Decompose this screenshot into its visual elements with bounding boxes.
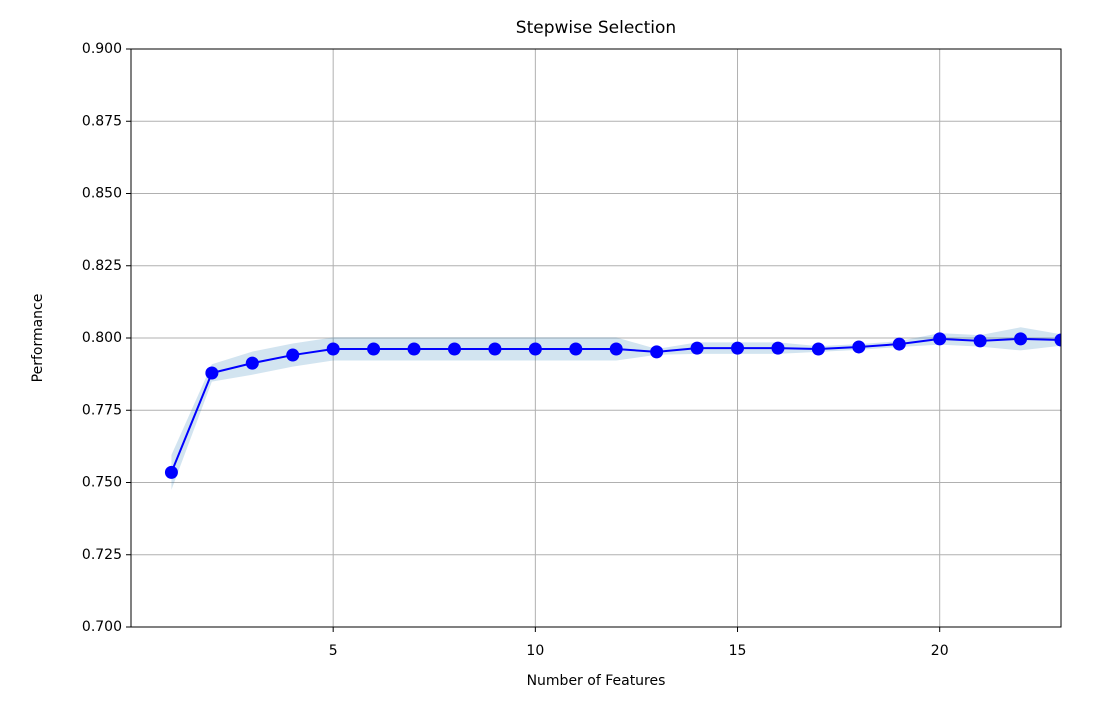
y-tick-label: 0.850: [82, 186, 122, 202]
point: [488, 342, 502, 356]
point: [650, 345, 664, 359]
chart-title: Stepwise Selection: [516, 18, 676, 38]
y-tick-label: 0.725: [82, 547, 122, 563]
point: [569, 342, 583, 356]
point: [731, 341, 745, 355]
point: [609, 342, 623, 356]
point: [407, 342, 421, 356]
error-band: [211, 351, 253, 382]
point: [367, 342, 381, 356]
point: [326, 342, 340, 356]
y-tick-label: 0.700: [82, 619, 122, 635]
point: [852, 340, 866, 354]
point: [245, 356, 259, 370]
y-tick-label: 0.750: [82, 475, 122, 491]
error-band: [616, 337, 657, 361]
x-tick-label: 5: [329, 643, 338, 659]
y-tick-label: 0.825: [82, 258, 122, 274]
y-tick-label: 0.900: [82, 41, 122, 57]
y-axis-label: Performance: [30, 294, 46, 383]
point: [205, 366, 219, 380]
point: [1014, 332, 1028, 346]
x-tick-label: 20: [931, 643, 949, 659]
x-tick-label: 15: [729, 643, 747, 659]
plot-area: [164, 327, 1061, 490]
point: [447, 342, 461, 356]
point: [933, 332, 947, 346]
y-tick-label: 0.775: [82, 402, 122, 418]
point: [1054, 333, 1061, 347]
point: [811, 342, 825, 356]
point: [528, 342, 542, 356]
x-tick-label: 10: [526, 643, 544, 659]
point: [973, 334, 987, 348]
point: [286, 348, 300, 362]
y-tick-label: 0.800: [82, 330, 122, 346]
point: [892, 337, 906, 351]
point: [164, 465, 178, 479]
point: [690, 341, 704, 355]
y-tick-label: 0.875: [82, 113, 122, 129]
error-band: [980, 327, 1021, 351]
point: [771, 341, 785, 355]
x-axis-label: Number of Features: [527, 673, 666, 689]
